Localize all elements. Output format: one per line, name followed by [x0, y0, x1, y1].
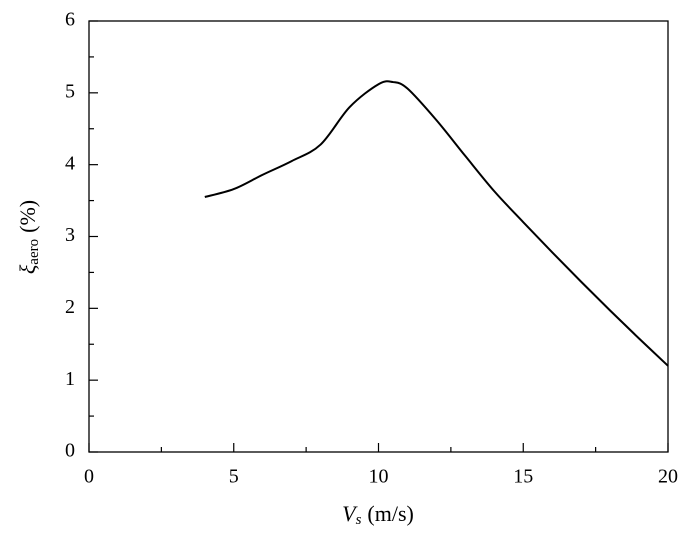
y-tick-label: 3 [65, 224, 75, 246]
x-tick-label: 0 [84, 466, 94, 488]
x-tick-label: 5 [229, 466, 239, 488]
x-label-symbol: V [342, 501, 358, 526]
plot-frame [88, 20, 669, 453]
x-tick-label: 10 [369, 466, 389, 488]
y-tick-label: 5 [65, 80, 75, 102]
x-label-subscript: s [356, 512, 362, 528]
y-tick-label: 2 [65, 296, 75, 318]
y-label-unit: (%) [15, 200, 40, 233]
y-label-subscript: aero [26, 239, 42, 265]
y-axis-label: ξaero (%) [15, 200, 42, 274]
x-tick-label: 15 [513, 466, 533, 488]
y-label-symbol: ξ [15, 264, 40, 274]
x-axis-label: Vs (m/s) [342, 501, 414, 528]
y-tick-label: 4 [65, 152, 75, 174]
x-label-unit: (m/s) [367, 501, 413, 526]
y-tick-label: 1 [65, 368, 75, 390]
data-line [204, 80, 669, 367]
y-tick-label: 0 [65, 440, 75, 462]
y-tick-label: 6 [65, 9, 75, 31]
x-tick-label: 20 [658, 466, 678, 488]
